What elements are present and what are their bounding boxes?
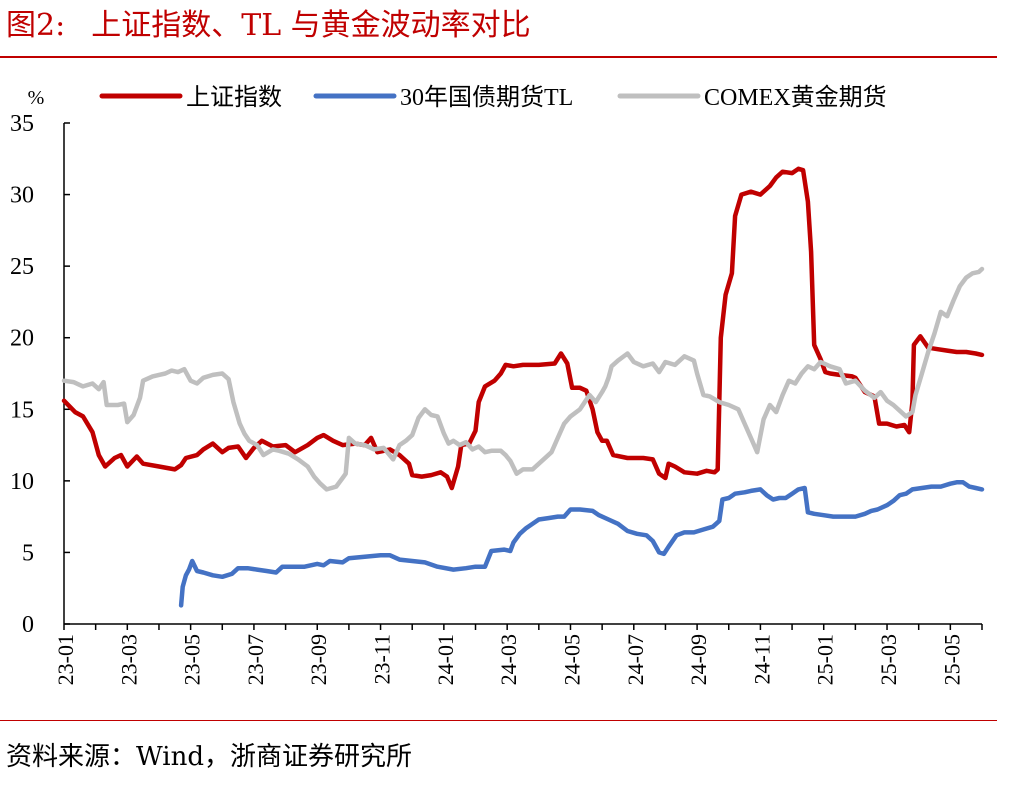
- y-tick-label: 0: [22, 612, 34, 638]
- x-tick-label: 24-09: [686, 634, 711, 685]
- figure-number: 图2:: [6, 8, 66, 43]
- x-tick-label: 24-03: [496, 634, 521, 685]
- series-layer: [61, 166, 985, 608]
- x-tick-label: 25-03: [876, 634, 901, 685]
- series-line-2: [178, 480, 985, 608]
- y-tick-label: 20: [10, 326, 34, 352]
- x-tick-label: 23-11: [370, 634, 395, 685]
- series-line-1: [61, 166, 985, 491]
- x-tick-label: 25-01: [813, 634, 838, 685]
- x-tick-label: 23-09: [306, 634, 331, 685]
- x-tick-label: 24-11: [749, 634, 774, 685]
- figure-title-text: 上证指数、TL 与黄金波动率对比: [91, 8, 531, 43]
- x-tick-label: 23-05: [180, 634, 205, 685]
- x-tick-label: 25-05: [939, 634, 964, 685]
- y-tick-label: 5: [22, 540, 34, 566]
- y-tick-label: 10: [10, 469, 34, 495]
- axes-layer: 0 5 10 15 20 25 30 35% 23-01 23-03 23-05 23-07 23-09…: [10, 87, 983, 685]
- legend: 上证指数 30年国债期货TL COMEX黄金期货: [99, 84, 887, 111]
- line-chart: 0 5 10 15 20 25 30 35% 23-01 23-03 23-05 23-07 23-09…: [10, 84, 985, 685]
- y-tick-label: 35: [10, 111, 34, 137]
- legend-label-3: COMEX黄金期货: [704, 84, 887, 111]
- legend-label-1: 上证指数: [186, 84, 282, 111]
- figure-title: 图2: 上证指数、TL 与黄金波动率对比: [6, 4, 531, 48]
- title-rule: [0, 56, 997, 58]
- legend-label-2: 30年国债期货TL: [400, 84, 573, 111]
- x-tick-label: 24-01: [433, 634, 458, 685]
- x-tick-label: 24-07: [623, 634, 648, 685]
- x-tick-label: 23-03: [116, 634, 141, 685]
- source-note: 资料来源：Wind，浙商证券研究所: [6, 742, 412, 772]
- y-tick-label: 15: [10, 397, 34, 423]
- y-axis-unit-label: %: [28, 87, 45, 109]
- x-tick-label: 23-01: [53, 634, 78, 685]
- source-rule: [0, 720, 997, 721]
- y-tick-label: 30: [10, 183, 34, 209]
- x-tick-label: 23-07: [243, 634, 268, 685]
- x-tick-label: 24-05: [559, 634, 584, 685]
- series-line-3: [61, 266, 985, 492]
- y-tick-label: 25: [10, 254, 34, 280]
